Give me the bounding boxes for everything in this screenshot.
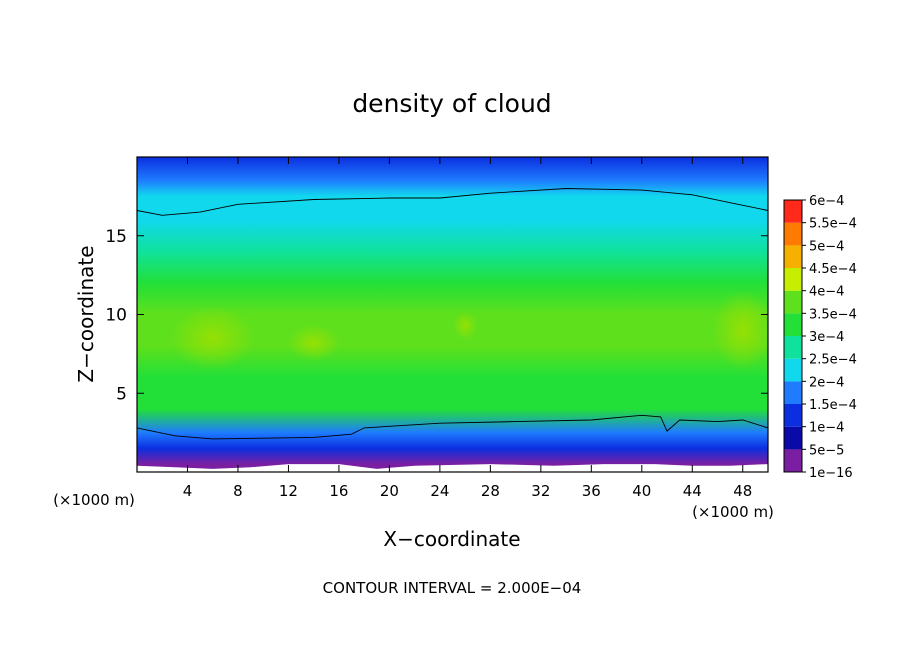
x-tick-label: 36: [582, 482, 601, 500]
contour-line: [137, 188, 768, 216]
density-patch: [453, 311, 478, 340]
colorbar-swatch: [784, 200, 802, 223]
x-tick-label: 4: [183, 482, 193, 500]
colorbar-label: 1e−4: [809, 421, 844, 436]
colorbar-label: 3e−4: [809, 330, 844, 345]
x-tick-label: 44: [683, 482, 702, 500]
x-tick-label: 12: [279, 482, 298, 500]
x-tick-label: 8: [233, 482, 243, 500]
colorbar-label: 4e−4: [809, 285, 844, 300]
x-tick-label: 16: [329, 482, 348, 500]
colorbar-label: 4.5e−4: [809, 262, 857, 277]
colorbar-label: 2e−4: [809, 375, 844, 390]
x-tick-label: 48: [733, 482, 752, 500]
colorbar-swatch: [784, 358, 802, 382]
density-maxima: [170, 290, 768, 371]
colorbar-label: 5e−5: [809, 443, 844, 458]
colorbar-swatch: [784, 336, 802, 359]
colorbar-label: 3.5e−4: [809, 307, 857, 322]
x-tick-label: 28: [481, 482, 500, 500]
x-unit-label-right: (×1000 m): [692, 503, 774, 521]
colorbar-swatch: [784, 404, 802, 427]
ground-mask: [137, 464, 768, 472]
colorbar-swatch: [784, 449, 802, 472]
x-axis-label: X−coordinate: [383, 527, 520, 551]
colorbar-swatch: [784, 381, 802, 404]
colorbar-swatch: [784, 290, 802, 314]
x-unit-label-left: (×1000 m): [53, 491, 135, 509]
density-field: [137, 157, 768, 472]
colorbar-label: 5e−4: [809, 239, 844, 254]
y-tick-label: 15: [105, 227, 127, 247]
colorbar-label: 1e−16: [809, 466, 853, 481]
colorbar-swatch: [784, 268, 802, 291]
colorbar-swatch: [784, 313, 802, 336]
colorbar-swatch: [784, 222, 802, 246]
plot-area: [137, 157, 768, 472]
y-axis-label: Z−coordinate: [74, 245, 98, 382]
contour-line: [137, 414, 768, 440]
colorbar-label: 1.5e−4: [809, 398, 857, 413]
density-patch: [287, 324, 340, 361]
y-tick-label: 5: [116, 384, 127, 404]
colorbar-label: 5.5e−4: [809, 217, 857, 232]
x-tick-label: 24: [430, 482, 449, 500]
colorbar: 1e−16 5e−5 1e−4 1.5e−4 2e−4 2.5e−4 3e−4 3.5e−4 4…: [783, 194, 857, 481]
x-tick-label: 40: [632, 482, 651, 500]
colorbar-label: 6e−4: [809, 194, 844, 209]
colorbar-label: 2.5e−4: [809, 353, 857, 368]
y-tick-label: 10: [105, 306, 127, 326]
colorbar-swatch: [784, 245, 802, 268]
contour-lines: [137, 188, 768, 440]
chart-title: density of cloud: [352, 89, 551, 118]
density-patch: [712, 290, 768, 371]
density-patch: [170, 306, 255, 371]
x-tick-label: 20: [380, 482, 399, 500]
x-tick-label: 32: [531, 482, 550, 500]
contour-interval-note: CONTOUR INTERVAL = 2.000E−04: [323, 579, 582, 597]
colorbar-swatch: [784, 426, 802, 450]
